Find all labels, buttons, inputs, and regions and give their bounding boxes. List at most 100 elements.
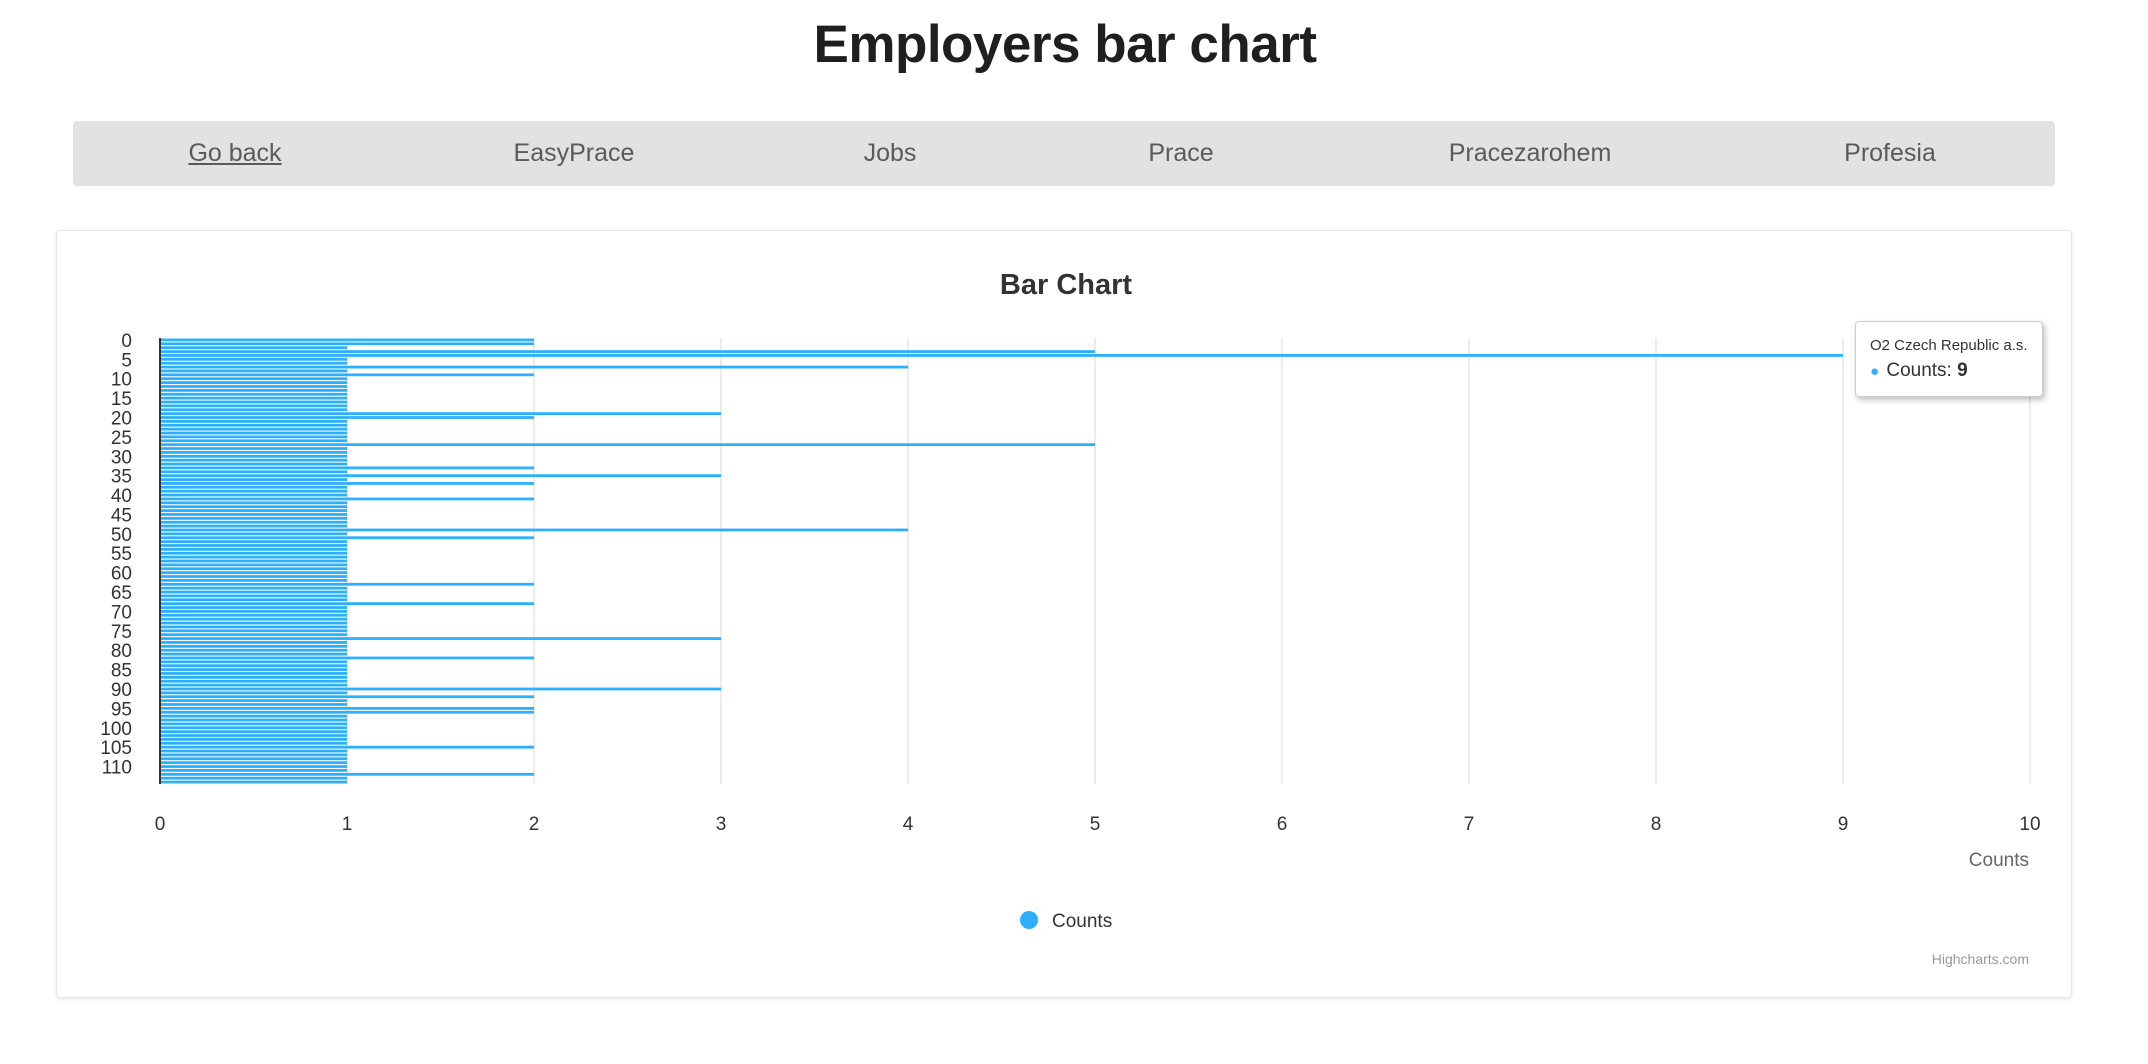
bar[interactable] xyxy=(160,540,347,544)
bar[interactable] xyxy=(160,738,347,741)
bar[interactable] xyxy=(160,776,347,780)
bar[interactable] xyxy=(160,582,534,586)
bar[interactable] xyxy=(160,505,347,509)
bar[interactable] xyxy=(160,365,908,369)
bar[interactable] xyxy=(160,675,347,679)
bar[interactable] xyxy=(160,699,347,703)
bar[interactable] xyxy=(160,668,347,671)
bar[interactable] xyxy=(160,513,347,516)
bar[interactable] xyxy=(160,373,534,377)
bar[interactable] xyxy=(160,590,347,594)
bar[interactable] xyxy=(160,404,347,408)
bar[interactable] xyxy=(160,672,347,675)
bar[interactable] xyxy=(160,361,347,365)
bar[interactable] xyxy=(160,687,721,691)
bar[interactable] xyxy=(160,388,347,392)
bar[interactable] xyxy=(160,641,347,644)
bar[interactable] xyxy=(160,571,347,575)
nav-prace[interactable]: Prace xyxy=(1148,139,1214,167)
bar[interactable] xyxy=(160,745,534,749)
bar[interactable] xyxy=(160,497,534,501)
bar[interactable] xyxy=(160,660,347,664)
bar[interactable] xyxy=(160,454,347,458)
bar[interactable] xyxy=(160,466,534,470)
bar[interactable] xyxy=(160,625,347,629)
bar[interactable] xyxy=(160,419,347,423)
bar[interactable] xyxy=(160,644,347,648)
bar[interactable] xyxy=(160,648,347,652)
bar[interactable] xyxy=(160,478,347,481)
bar[interactable] xyxy=(160,451,347,454)
legend-label[interactable]: Counts xyxy=(1052,911,1112,932)
bar[interactable] xyxy=(160,679,347,683)
bar[interactable] xyxy=(160,412,721,416)
bar[interactable] xyxy=(160,357,347,361)
bar[interactable] xyxy=(160,769,347,772)
bar[interactable] xyxy=(160,435,347,439)
bar[interactable] xyxy=(160,346,347,350)
bar[interactable] xyxy=(160,567,347,571)
bar[interactable] xyxy=(160,726,347,730)
bar[interactable] xyxy=(160,381,347,384)
bar[interactable] xyxy=(160,482,534,485)
bar[interactable] xyxy=(160,714,347,718)
bar[interactable] xyxy=(160,633,347,637)
bar[interactable] xyxy=(160,598,347,602)
bar[interactable] xyxy=(160,772,534,776)
bar[interactable] xyxy=(160,610,347,613)
bar[interactable] xyxy=(160,501,347,505)
bar[interactable] xyxy=(160,695,534,699)
bar[interactable] xyxy=(160,408,347,412)
bar[interactable] xyxy=(160,594,347,598)
bar[interactable] xyxy=(160,443,1095,447)
bar[interactable] xyxy=(160,602,534,606)
bar[interactable] xyxy=(160,338,534,342)
bar[interactable] xyxy=(160,722,347,726)
bar[interactable] xyxy=(160,761,347,765)
bar[interactable] xyxy=(160,427,347,431)
bar[interactable] xyxy=(160,528,908,532)
bar[interactable] xyxy=(160,342,534,346)
bar[interactable] xyxy=(160,509,347,512)
bar[interactable] xyxy=(160,578,347,582)
bar[interactable] xyxy=(160,369,347,373)
bar[interactable] xyxy=(160,532,347,536)
bar[interactable] xyxy=(160,423,347,427)
bar[interactable] xyxy=(160,683,347,687)
bar[interactable] xyxy=(160,485,347,489)
bar[interactable] xyxy=(160,536,534,540)
bar[interactable] xyxy=(160,474,721,478)
bar[interactable] xyxy=(160,629,347,633)
bar[interactable] xyxy=(160,385,347,388)
bar[interactable] xyxy=(160,617,347,621)
bar[interactable] xyxy=(160,749,347,753)
bar[interactable] xyxy=(160,470,347,474)
bar[interactable] xyxy=(160,377,347,381)
bar[interactable] xyxy=(160,544,347,547)
bar[interactable] xyxy=(160,621,347,625)
legend[interactable]: Counts xyxy=(1020,911,1112,932)
bar[interactable] xyxy=(160,734,347,737)
bar[interactable] xyxy=(160,703,347,706)
bar[interactable] xyxy=(160,350,1095,353)
bar[interactable] xyxy=(160,741,347,745)
bar[interactable] xyxy=(160,730,347,734)
bar[interactable] xyxy=(160,563,347,567)
bar[interactable] xyxy=(160,710,534,714)
nav-easyprace[interactable]: EasyPrace xyxy=(513,139,635,167)
bar[interactable] xyxy=(160,416,534,419)
bar[interactable] xyxy=(160,462,347,466)
bar[interactable] xyxy=(160,400,347,404)
bar[interactable] xyxy=(160,765,347,768)
bar[interactable] xyxy=(160,396,347,400)
bar[interactable] xyxy=(160,757,347,761)
nav-profesia[interactable]: Profesia xyxy=(1844,139,1936,167)
bar[interactable] xyxy=(160,439,347,443)
bar[interactable] xyxy=(160,447,347,450)
nav-pracezarohem[interactable]: Pracezarohem xyxy=(1448,139,1612,167)
bar[interactable] xyxy=(160,547,347,551)
bar[interactable] xyxy=(160,524,347,528)
nav-jobs[interactable]: Jobs xyxy=(863,139,917,167)
bar[interactable] xyxy=(160,458,347,462)
bar[interactable] xyxy=(160,613,347,617)
